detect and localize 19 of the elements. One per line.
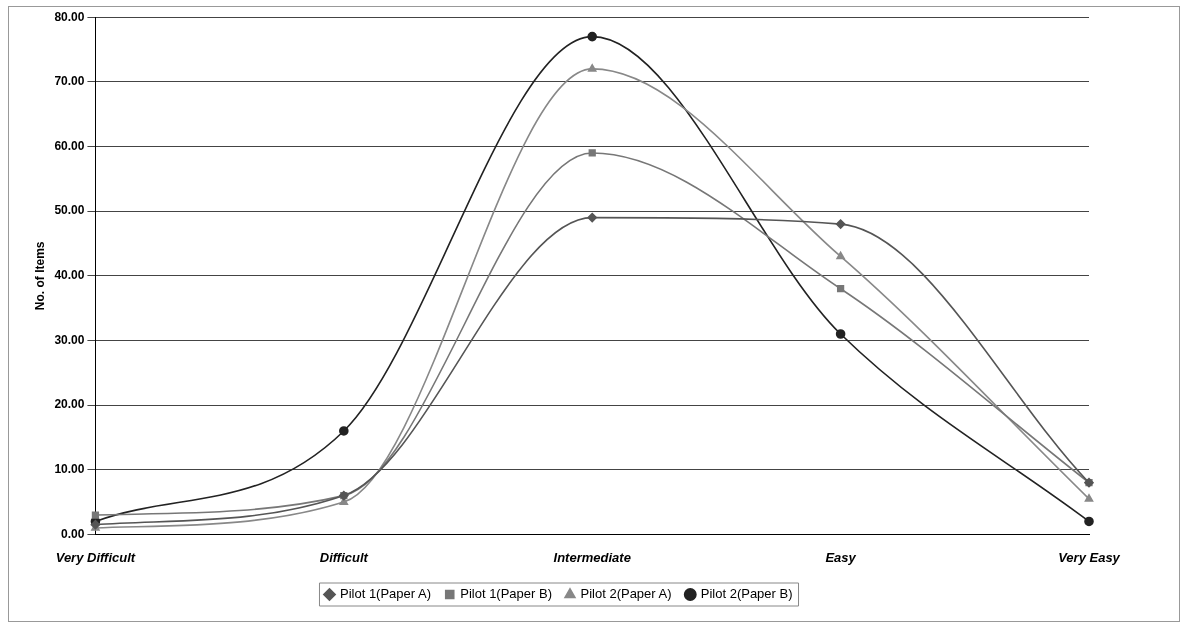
x-tick-label: Very Difficult — [55, 549, 136, 565]
y-tick-label: 20.00 — [54, 397, 85, 412]
y-tick-label: 0.00 — [61, 526, 85, 541]
y-axis-title: No. of Items — [32, 241, 47, 311]
legend-label: Pilot 2(Paper A) — [580, 586, 672, 602]
x-tick-label: Easy — [825, 549, 857, 565]
x-tick-label: Difficult — [319, 549, 369, 565]
x-tick-label: Intermediate — [553, 549, 631, 565]
x-tick-label: Very Easy — [1058, 549, 1121, 565]
y-tick-label: 60.00 — [54, 138, 85, 153]
y-tick-label: 70.00 — [54, 74, 85, 89]
legend-label: Pilot 1(Paper A) — [339, 586, 432, 602]
y-tick-label: 30.00 — [54, 332, 85, 347]
y-tick-label: 80.00 — [54, 9, 85, 24]
y-tick-label: 10.00 — [54, 462, 85, 477]
legend-label: Pilot 1(Paper B) — [460, 586, 552, 602]
legend-label: Pilot 2(Paper B) — [700, 586, 793, 602]
y-tick-label: 40.00 — [54, 268, 85, 283]
y-tick-label: 50.00 — [54, 203, 85, 218]
